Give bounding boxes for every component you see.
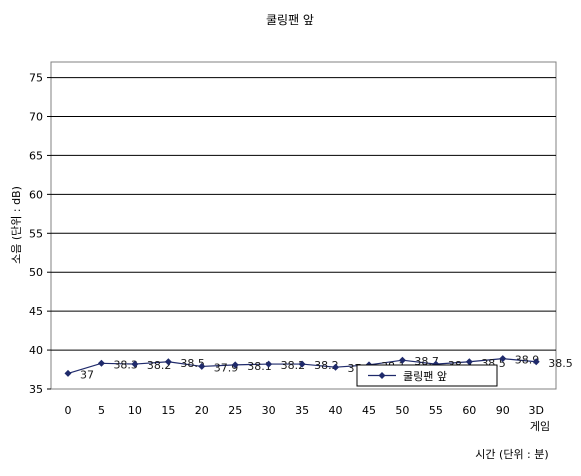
x-tick-label-1: 5 xyxy=(98,404,105,417)
data-label-1: 38.3 xyxy=(113,358,138,371)
data-label-14: 38.5 xyxy=(548,357,573,370)
y-tick-label-60: 60 xyxy=(29,188,43,201)
data-point-6 xyxy=(265,360,273,368)
gridlines xyxy=(51,77,556,351)
y-tick-label-65: 65 xyxy=(29,149,43,162)
legend-label: 쿨링팬 앞 xyxy=(403,370,447,383)
data-point-10 xyxy=(398,356,406,364)
data-label-2: 38.2 xyxy=(147,359,172,372)
data-point-1 xyxy=(97,359,105,367)
data-label-13: 38.9 xyxy=(515,354,540,367)
x-tick-label-8: 40 xyxy=(329,404,343,417)
y-axis-ticks: 35 40 45 50 55 60 65 70 75 xyxy=(29,72,51,396)
x-axis-ticks: 0 5 10 15 20 25 30 35 40 45 50 55 60 90 3D xyxy=(65,404,544,417)
y-tick-label-35: 35 xyxy=(29,383,43,396)
y-tick-label-50: 50 xyxy=(29,266,43,279)
data-label-7: 38.2 xyxy=(314,359,339,372)
x-tick-label-5: 25 xyxy=(228,404,242,417)
x-tick-label-10: 50 xyxy=(395,404,409,417)
data-label-5: 38.1 xyxy=(247,360,272,373)
data-point-3 xyxy=(164,358,172,366)
x-tick-label-11: 55 xyxy=(429,404,443,417)
legend: 쿨링팬 앞 xyxy=(356,364,498,387)
data-point-2 xyxy=(131,360,139,368)
x-tick-label-14: 3D xyxy=(528,404,543,417)
x-tick-label-6: 30 xyxy=(262,404,276,417)
data-point-7 xyxy=(298,360,306,368)
x-axis-title: 시간 (단위 : 분) xyxy=(475,448,548,461)
y-tick-label-45: 45 xyxy=(29,305,43,318)
y-tick-label-75: 75 xyxy=(29,72,43,85)
data-point-5 xyxy=(231,361,239,369)
data-label-0: 37 xyxy=(80,368,94,381)
data-point-8 xyxy=(332,363,340,371)
y-axis-title: 소음 (단위 : dB) xyxy=(10,186,23,264)
data-point-13 xyxy=(499,355,507,363)
data-label-6: 38.2 xyxy=(281,359,306,372)
legend-box xyxy=(356,364,498,387)
y-tick-label-70: 70 xyxy=(29,111,43,124)
x-tick-label-4: 20 xyxy=(195,404,209,417)
data-point-0 xyxy=(64,369,72,377)
x-tick-label-0: 0 xyxy=(65,404,72,417)
data-point-4 xyxy=(198,362,206,370)
chart-title: 쿨링팬 앞 xyxy=(266,13,314,27)
data-point-12 xyxy=(465,358,473,366)
x-axis-extra-label: 게임 xyxy=(530,420,550,433)
x-tick-label-7: 35 xyxy=(295,404,309,417)
series-layer: 3738.338.238.537.938.138.238.237.838.138… xyxy=(64,354,573,381)
y-tick-label-40: 40 xyxy=(29,344,43,357)
x-tick-label-9: 45 xyxy=(362,404,376,417)
plot-area xyxy=(50,61,557,390)
data-point-14 xyxy=(532,358,540,366)
x-tick-label-13: 90 xyxy=(496,404,510,417)
x-tick-label-12: 60 xyxy=(462,404,476,417)
x-tick-label-2: 10 xyxy=(128,404,142,417)
y-tick-label-55: 55 xyxy=(29,227,43,240)
x-tick-label-3: 15 xyxy=(161,404,175,417)
legend-marker xyxy=(378,372,386,379)
